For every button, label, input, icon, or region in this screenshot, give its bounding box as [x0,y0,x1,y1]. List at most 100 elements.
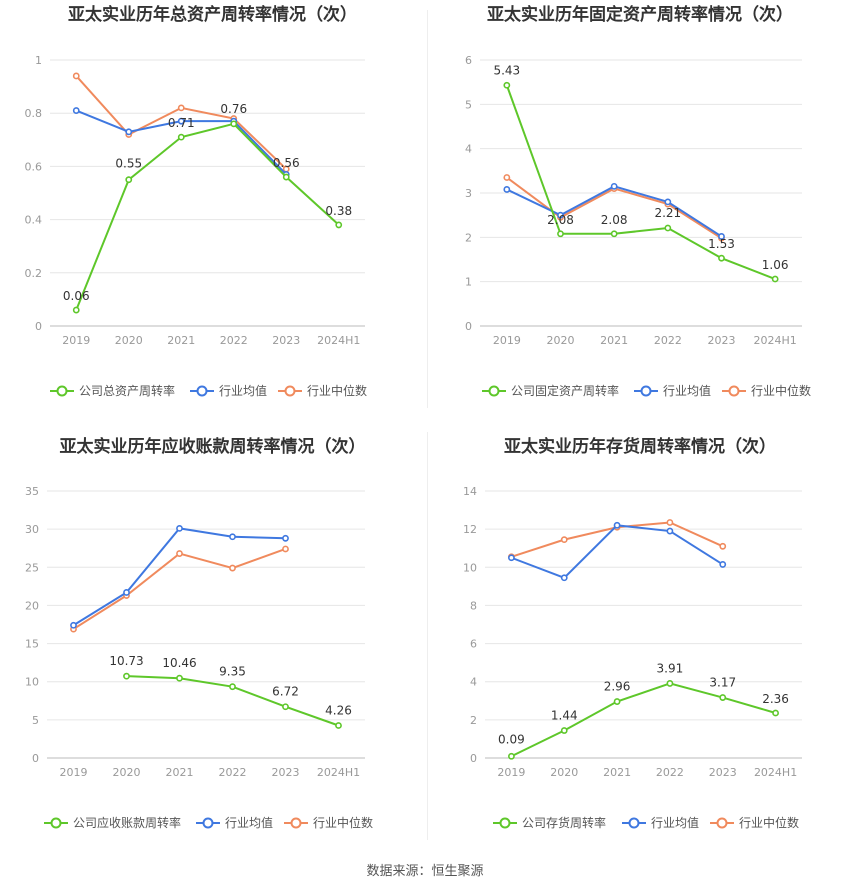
legend-item-company[interactable]: 公司总资产周转率 [50,383,175,398]
x-tick-label: 2021 [166,766,194,779]
x-tick-label: 2020 [113,766,141,779]
data-label: 2.96 [604,680,631,694]
series-line-median [72,548,286,630]
legend-item-median[interactable]: 行业中位数 [710,815,799,830]
legend-item-median[interactable]: 行业中位数 [722,383,811,398]
legend-item-company[interactable]: 公司固定资产周转率 [482,383,619,398]
legend-item-avg[interactable]: 行业均值 [634,383,711,398]
data-point-avg [177,117,185,125]
data-point-company [666,680,674,687]
data-point-company [718,254,725,262]
vertical-divider-bottom [427,432,428,840]
data-label: 0.55 [115,157,142,171]
data-label: 10.73 [109,654,143,668]
legend-marker [202,817,214,829]
x-tick-label: 2019 [60,766,88,779]
x-tick-label: 2023 [709,766,737,779]
legend-item-avg[interactable]: 行业均值 [190,383,267,398]
data-label: 2.08 [601,213,628,227]
data-label: 1.53 [708,237,735,251]
data-label: 2.21 [654,206,681,220]
data-point-median [560,536,568,544]
legend-item-company[interactable]: 公司存货周转率 [493,815,606,830]
y-tick-label: 15 [25,638,39,651]
data-point-median [72,72,80,80]
legend-label: 行业均值 [225,815,273,830]
legend-marker [56,385,68,397]
data-point-company [719,694,727,701]
y-tick-label: 0 [35,320,42,333]
legend-marker [640,385,652,397]
legend-marker [716,817,728,829]
data-point-avg [123,589,130,596]
x-tick-label: 2023 [272,766,300,779]
data-label: 0.71 [168,116,195,130]
data-point-company [771,275,779,283]
data-label: 0.76 [220,102,247,116]
y-tick-label: 6 [470,638,477,651]
y-tick-label: 4 [465,143,472,156]
data-label: 0.38 [325,204,352,218]
legend-item-company[interactable]: 公司应收账款周转率 [44,815,181,830]
data-point-median [177,104,185,112]
legend-item-median[interactable]: 行业中位数 [284,815,373,830]
x-tick-label: 2024H1 [317,334,360,347]
data-label: 1.44 [551,709,578,723]
data-label: 10.46 [162,656,196,670]
data-point-avg [282,534,289,542]
data-point-company [282,173,290,181]
x-tick-label: 2022 [656,766,684,779]
data-point-median [282,545,289,553]
chart-inventory-turnover: 亚太实业历年存货周转率情况（次） 0 2 4 6 8 10 12 14 2019 2020 2021 2… [463,436,802,830]
legend-item-avg[interactable]: 行业均值 [622,815,699,830]
y-tick-label: 4 [470,676,477,689]
data-point-avg [557,211,564,219]
data-point-company [177,133,185,141]
data-point-avg [176,524,183,532]
y-tick-label: 0.4 [25,214,43,227]
legend-label: 行业均值 [651,815,699,830]
x-tick-label: 2021 [167,334,195,347]
data-point-avg [229,533,236,541]
legend-label: 行业中位数 [313,815,373,830]
data-label: 5.43 [493,63,520,77]
legend-item-median[interactable]: 行业中位数 [278,383,367,398]
data-point-avg [508,554,515,562]
data-point-company [123,672,130,680]
y-tick-label: 10 [463,561,477,574]
data-point-avg [613,521,621,529]
data-label: 3.17 [709,676,736,690]
y-tick-label: 0.8 [25,107,43,120]
chart-title: 亚太实业历年应收账款周转率情况（次） [60,436,366,457]
y-tick-label: 12 [463,523,477,536]
legend-item-avg[interactable]: 行业均值 [196,815,273,830]
y-tick-label: 5 [32,714,39,727]
y-tick-label: 0.2 [25,267,43,280]
data-point-company [508,752,515,760]
x-tick-label: 2024H1 [754,334,797,347]
chart-title: 亚太实业历年存货周转率情况（次） [504,436,776,457]
legend-label: 行业均值 [663,383,711,398]
data-label: 9.35 [219,665,246,679]
data-point-company [613,698,621,705]
series-line-avg [72,527,286,627]
x-tick-label: 2019 [62,334,90,347]
data-label: 0.56 [273,156,300,170]
data-point-company [664,224,672,232]
y-tick-label: 0.6 [25,160,43,173]
legend-label: 行业中位数 [751,383,811,398]
data-point-median [666,519,674,526]
legend-marker [50,817,62,829]
y-tick-label: 3 [465,187,472,200]
data-point-company [772,709,779,717]
x-tick-label: 2024H1 [317,766,360,779]
legend-marker [488,385,500,397]
x-tick-label: 2020 [115,334,143,347]
data-point-avg [719,561,727,568]
legend-label: 行业均值 [219,383,267,398]
data-source-note: 数据来源：恒生聚源 [366,864,484,879]
data-point-company [560,727,568,734]
y-tick-label: 10 [25,676,39,689]
legend-marker [196,385,208,397]
